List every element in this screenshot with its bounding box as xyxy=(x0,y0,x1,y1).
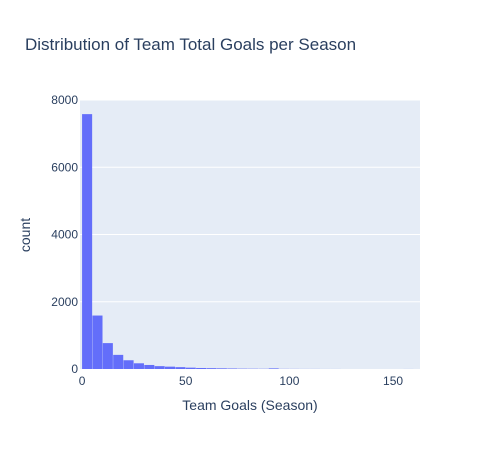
histogram-bar-10 xyxy=(185,367,196,369)
y-axis-ticks: 0 2000 4000 6000 8000 xyxy=(51,93,78,376)
histogram-bar-2 xyxy=(102,343,113,369)
histogram-bar-9 xyxy=(175,367,186,369)
y-tick-label: 0 xyxy=(71,362,78,376)
bars xyxy=(82,114,414,369)
histogram-bar-4 xyxy=(123,360,134,369)
histogram-bar-13 xyxy=(216,368,227,369)
histogram-bar-11 xyxy=(196,367,207,369)
histogram-bar-8 xyxy=(165,366,176,369)
x-axis-ticks: 0 50 100 150 xyxy=(79,374,404,388)
histogram-bar-1 xyxy=(92,315,103,369)
histogram-bar-3 xyxy=(113,354,124,369)
chart-title: Distribution of Team Total Goals per Sea… xyxy=(25,35,356,54)
histogram-bar-12 xyxy=(206,368,217,369)
y-tick-label: 6000 xyxy=(51,160,78,174)
x-tick-label: 150 xyxy=(383,374,403,388)
y-tick-label: 2000 xyxy=(51,295,78,309)
y-tick-label: 4000 xyxy=(51,228,78,242)
x-tick-label: 50 xyxy=(179,374,193,388)
histogram-bar-5 xyxy=(133,363,144,369)
y-tick-label: 8000 xyxy=(51,93,78,107)
histogram-bar-14 xyxy=(227,368,238,369)
y-axis-title: count xyxy=(17,218,33,252)
histogram-bar-0 xyxy=(82,114,93,369)
x-tick-label: 0 xyxy=(79,374,86,388)
gridlines xyxy=(80,99,420,303)
x-axis-title: Team Goals (Season) xyxy=(182,397,317,413)
histogram-bar-18 xyxy=(268,368,279,369)
histogram-bar-7 xyxy=(154,366,165,369)
x-tick-label: 100 xyxy=(279,374,299,388)
histogram-bar-6 xyxy=(144,364,155,369)
